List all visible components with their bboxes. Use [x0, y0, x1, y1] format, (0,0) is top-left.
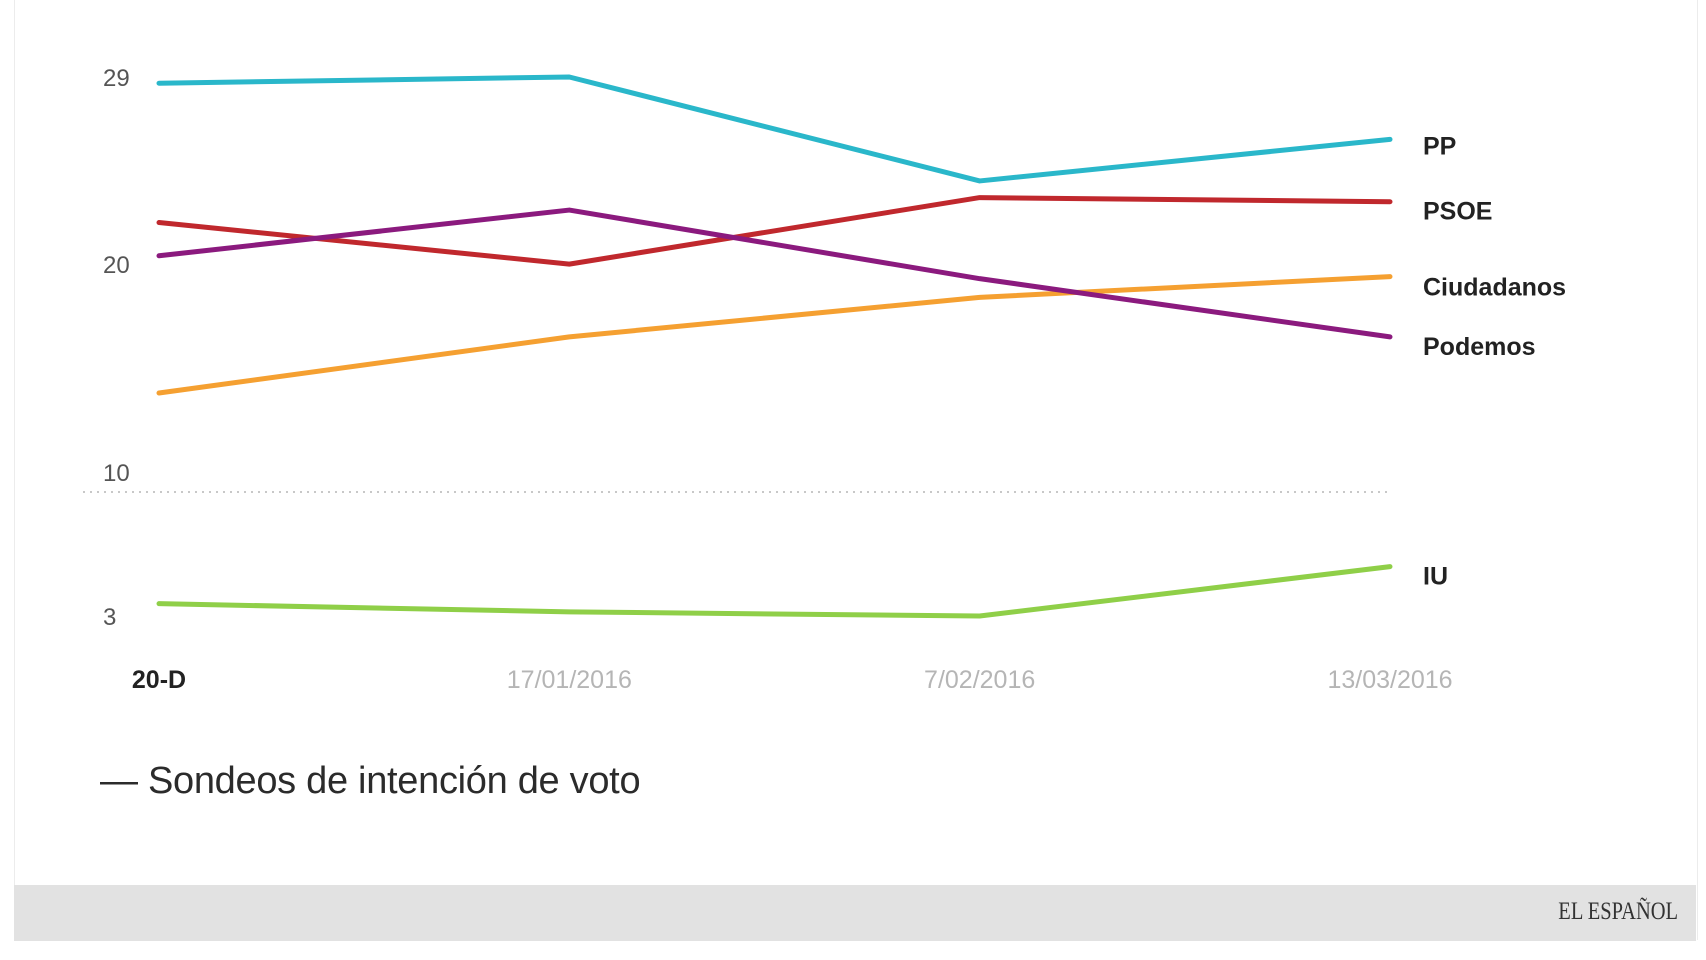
- series-label-iu: IU: [1423, 563, 1448, 591]
- series-line-pp: [156, 74, 1393, 184]
- y-tick-label: 3: [103, 604, 116, 631]
- y-tick-label: 29: [103, 65, 130, 92]
- x-tick-label: 7/02/2016: [924, 666, 1035, 694]
- series-line-iu: [156, 564, 1393, 619]
- line-chart: 29 20 10 3 20-D 17/01/2016 7/02/2016 13/03/2016…: [83, 65, 1566, 694]
- x-tick-label: 13/03/2016: [1327, 666, 1452, 694]
- x-tick-label: 20-D: [132, 666, 186, 694]
- series-label-ciudadanos: Ciudadanos: [1423, 274, 1566, 302]
- series-line-podemos: [156, 207, 1393, 340]
- series-label-psoe: PSOE: [1423, 198, 1492, 226]
- series-label-pp: PP: [1423, 132, 1456, 160]
- publisher-logo: EL ESPAÑOL: [1558, 898, 1678, 925]
- footer-bar: EL ESPAÑOL: [14, 885, 1696, 941]
- chart-caption: — Sondeos de intención de voto: [100, 760, 641, 802]
- series-line-ciudadanos: [156, 274, 1393, 396]
- x-tick-label: 17/01/2016: [507, 666, 632, 694]
- series-label-podemos: Podemos: [1423, 333, 1536, 361]
- chart-card: 29 20 10 3 20-D 17/01/2016 7/02/2016 13/03/2016…: [14, 0, 1698, 940]
- series-line-psoe: [156, 195, 1393, 267]
- y-tick-label: 10: [103, 460, 130, 487]
- y-tick-label: 20: [103, 252, 130, 279]
